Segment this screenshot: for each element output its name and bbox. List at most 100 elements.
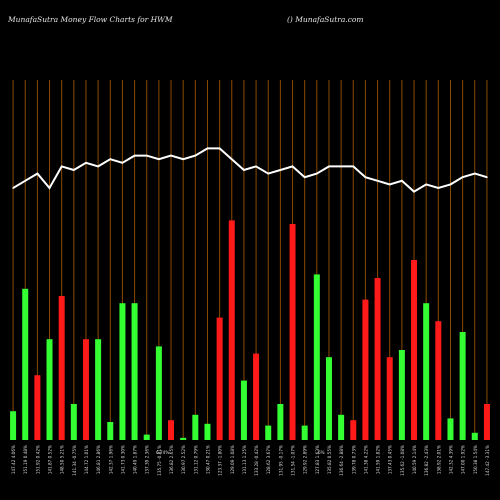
price-point xyxy=(486,176,488,178)
price-point xyxy=(109,158,112,160)
money-flow-bar xyxy=(435,321,442,440)
price-point xyxy=(48,187,51,189)
money-flow-bar xyxy=(277,404,284,440)
money-flow-bar xyxy=(70,404,77,440)
x-tick-label: 139.78 0.73% xyxy=(351,445,356,474)
price-point xyxy=(218,147,221,150)
money-flow-bar xyxy=(216,317,223,440)
x-tick-label: 135.82 0.55% xyxy=(327,445,332,474)
price-point xyxy=(316,172,318,175)
x-tick-label: 136.82 -2.43% xyxy=(424,445,429,476)
money-flow-bar xyxy=(22,288,29,440)
money-flow-bar xyxy=(325,357,332,440)
price-point xyxy=(121,162,124,164)
price-point xyxy=(376,180,379,182)
money-flow-bar xyxy=(253,353,260,440)
x-tick-label: 128.62 3.67% xyxy=(266,445,271,474)
annotation-label: 6% xyxy=(318,450,325,455)
site-credit: () MunafaSutra.com xyxy=(287,15,364,24)
x-tick-label: 150.38 1.54% xyxy=(473,445,478,474)
money-flow-bar xyxy=(228,220,235,440)
money-flow-bar xyxy=(10,411,17,440)
money-flow-bar xyxy=(107,422,114,440)
x-tick-label: 129.09 1.08% xyxy=(230,445,235,474)
x-tick-label: 129.92 2.89% xyxy=(303,445,308,474)
x-tick-label: 131.12 0.79% xyxy=(193,445,198,474)
x-tick-label: 142.32 4.39% xyxy=(448,445,453,474)
price-point xyxy=(364,176,367,178)
x-tick-label: 136.82 2.65% xyxy=(169,445,174,474)
x-tick-label: 133.28 -0.42% xyxy=(254,445,259,476)
money-flow-bar xyxy=(398,350,405,440)
money-flow-bar xyxy=(447,418,454,440)
x-tick-label: 144.72 1.01% xyxy=(84,445,89,474)
money-flow-bar xyxy=(58,296,65,440)
x-tick-label: 148.50 5.21% xyxy=(60,445,65,474)
x-tick-label: 151.92 0.42% xyxy=(35,445,40,474)
x-tick-label: 142.37 1.96% xyxy=(108,445,113,474)
price-point xyxy=(449,183,452,186)
price-point xyxy=(425,183,427,186)
price-point xyxy=(303,176,306,178)
x-tick-label: 138.92 2.01% xyxy=(436,445,441,474)
price-point xyxy=(328,165,330,168)
x-tick-label: 130.47 0.21% xyxy=(205,445,210,474)
money-flow-bar xyxy=(459,332,466,440)
x-tick-label: 131.95 -0.17% xyxy=(278,445,283,476)
money-flow-bar xyxy=(168,420,175,440)
x-tick-label: 136.64 -2.88% xyxy=(339,445,344,476)
x-tick-label: 131.13 1.25% xyxy=(242,445,247,474)
x-tick-label: 141.38 4.22% xyxy=(363,445,368,474)
x-tick-label: 140.59 2.14% xyxy=(412,445,417,474)
price-point xyxy=(158,158,160,160)
money-flow-bar xyxy=(411,260,418,440)
price-line xyxy=(12,147,488,193)
price-point xyxy=(24,180,27,182)
price-point xyxy=(255,165,257,168)
money-flow-bar xyxy=(338,414,345,440)
money-flow-bar xyxy=(34,375,41,440)
money-flow-bar xyxy=(180,437,187,440)
money-flow-bar xyxy=(46,339,53,440)
money-flow-bar xyxy=(289,224,296,440)
chart-title: MunafaSutra Money Flow Charts for HWM xyxy=(8,15,173,24)
price-point xyxy=(473,172,476,175)
money-flow-bar xyxy=(350,420,357,440)
money-flow-bar xyxy=(131,303,138,440)
money-flow-bar xyxy=(265,425,272,440)
price-point xyxy=(413,190,415,193)
price-point xyxy=(230,158,233,160)
money-flow-bar xyxy=(374,278,381,440)
annotation-label: 6.74% xyxy=(156,450,169,455)
price-point xyxy=(401,180,403,182)
money-flow-bar xyxy=(313,274,320,440)
x-tick-label: 135.62 -1.08% xyxy=(400,445,405,476)
x-tick-label: 137.39 2.36% xyxy=(145,445,150,474)
price-point xyxy=(182,158,184,160)
price-point xyxy=(145,154,148,157)
x-tick-label: 147.00 1.92% xyxy=(461,445,466,474)
x-tick-label: 141.73 0.30% xyxy=(120,445,125,474)
money-flow-bar xyxy=(192,414,199,440)
price-point xyxy=(133,154,136,157)
money-flow-bar xyxy=(119,303,126,440)
price-point xyxy=(267,172,270,175)
money-flow-bar xyxy=(82,339,89,440)
money-flow-bar xyxy=(386,357,393,440)
money-flow-bar xyxy=(143,434,150,440)
x-tick-label: 141.59 1.82% xyxy=(376,445,381,474)
x-tick-label: 141.34 -0.75% xyxy=(72,445,77,476)
price-point xyxy=(206,147,209,150)
money-flow-bar xyxy=(483,404,490,440)
x-tick-label: 130.97 2.52% xyxy=(181,445,186,474)
money-flow-bar xyxy=(95,339,102,440)
x-tick-label: 123.37 -1.80% xyxy=(218,445,223,476)
price-point xyxy=(352,165,355,168)
money-flow-bar xyxy=(301,425,308,440)
x-tick-label: 151.19 0.48% xyxy=(23,445,28,474)
price-point xyxy=(194,154,197,157)
price-point xyxy=(73,169,75,171)
x-tick-label: 141.87 0.52% xyxy=(48,445,53,474)
money-flow-bar xyxy=(471,432,478,440)
